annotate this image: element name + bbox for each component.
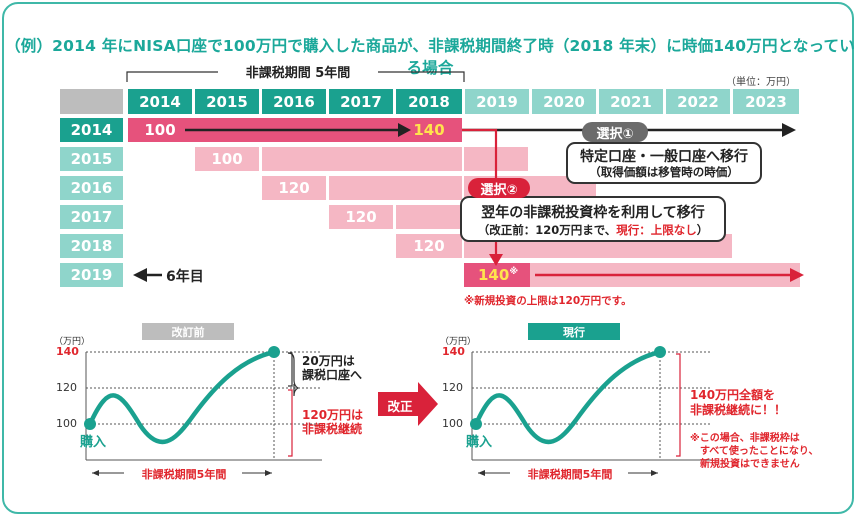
row-label-2018: 2018 xyxy=(60,234,123,258)
graph-after-note-sub-2: すべて使ったことになり、 xyxy=(700,446,819,457)
row-2015-value: 100 xyxy=(195,147,259,171)
row-2018-value: 120 xyxy=(396,234,462,258)
bar-2019-start xyxy=(464,263,530,287)
row-label-2017: 2017 xyxy=(60,205,123,229)
col-header-2014: 2014 xyxy=(128,89,192,114)
row-2019-value: 140 xyxy=(478,266,510,284)
graph-after-start-label: 購入 xyxy=(466,435,493,450)
row-label-2019: 2019 xyxy=(60,263,123,287)
graph-after-note-main-2: 非課税継続に！！ xyxy=(690,403,787,417)
row-label-2016: 2016 xyxy=(60,176,123,200)
col-header-2020: 2020 xyxy=(532,89,596,114)
graph-after-note-sub-1: ※この場合、非課税枠は xyxy=(690,433,800,444)
graph-before-note-lower: 120万円は 非課税継続 xyxy=(302,408,363,436)
table-note: ※新規投資の上限は120万円です。 xyxy=(464,295,632,307)
period-label: 非課税期間 5年間 xyxy=(218,62,378,81)
option2-line1: 翌年の非課税投資枠を利用して移行 xyxy=(481,205,705,221)
col-header-2021: 2021 xyxy=(599,89,663,114)
graph-after-unit: （万円） xyxy=(440,337,477,347)
row-2016-value: 120 xyxy=(262,176,326,200)
row-2019-mark: ※ xyxy=(509,267,519,277)
bar-2016 xyxy=(329,176,462,200)
revision-label: 改正 xyxy=(387,399,413,414)
option2-line2-suffix: ） xyxy=(696,223,709,237)
bar-2017 xyxy=(396,205,462,229)
col-header-2015: 2015 xyxy=(195,89,259,114)
option1-box xyxy=(566,142,762,184)
col-header-2018: 2018 xyxy=(396,89,462,114)
col-header-2016: 2016 xyxy=(262,89,326,114)
graph-after-header: 現行 xyxy=(528,323,620,340)
graph-after-tick-100: 100 xyxy=(442,417,463,430)
col-header-2023: 2023 xyxy=(733,89,799,114)
option2-line2-red: 現行：上限なし xyxy=(616,223,697,237)
row-2014-end-value: 140 xyxy=(413,121,445,139)
graph-after-tick-120: 120 xyxy=(442,381,463,394)
row-label-2014: 2014 xyxy=(60,118,123,142)
col-header-2019: 2019 xyxy=(465,89,529,114)
option2-line2: （改正前：120万円まで、現行：上限なし） xyxy=(460,222,726,238)
graph-before-tick-120: 120 xyxy=(56,381,77,394)
option2-box xyxy=(460,196,726,242)
graph-after-note-main: 140万円全額を 非課税継続に！！ xyxy=(690,388,786,418)
row-2019-value-wrap: 140※ xyxy=(478,266,518,284)
graph-before-tick-100: 100 xyxy=(56,417,77,430)
row-2014-value: 100 xyxy=(144,121,176,139)
graph-before-unit: （万円） xyxy=(54,337,91,347)
table-corner xyxy=(60,89,123,114)
col-header-2017: 2017 xyxy=(329,89,393,114)
row-2017-value: 120 xyxy=(329,205,393,229)
option1-tag: 選択① xyxy=(582,122,648,142)
graph-before-note-lower-1: 120万円は xyxy=(302,408,364,422)
graph-before-note-lower-2: 非課税継続 xyxy=(302,422,363,436)
graph-before-note-upper-1: 20万円は xyxy=(302,354,355,368)
graph-before-header: 改訂前 xyxy=(142,323,234,340)
graph-after-note-main-1: 140万円全額を xyxy=(690,388,776,402)
option2-line2-prefix: （改正前：120万円まで、 xyxy=(477,223,617,237)
graph-after-note-sub-3: 新規投資はできません xyxy=(700,459,800,470)
revision-arrow-icon xyxy=(378,382,438,426)
col-header-2022: 2022 xyxy=(666,89,730,114)
graph-after-period: 非課税期間5年間 xyxy=(527,468,613,481)
graph-before-note-upper: 20万円は 課税口座へ xyxy=(302,354,362,382)
graph-before-start-label: 購入 xyxy=(80,435,107,450)
bar-2015 xyxy=(262,147,462,171)
unit-label: （単位：万円） xyxy=(726,77,796,88)
outer-frame xyxy=(2,2,854,514)
graph-after-note-sub: ※この場合、非課税枠は すべて使ったことになり、 新規投資はできません xyxy=(690,432,819,471)
sixth-year-label: 6年目 xyxy=(166,269,204,285)
option2-tag: 選択② xyxy=(468,178,530,198)
option1-line2: （取得価額は移管時の時価） xyxy=(589,165,739,179)
option1-line1: 特定口座・一般口座へ移行 xyxy=(580,149,748,165)
graph-before-period: 非課税期間5年間 xyxy=(141,468,227,481)
row-label-2015: 2015 xyxy=(60,147,123,171)
graph-after-tick-140: 140 xyxy=(442,345,465,358)
graph-before-note-upper-2: 課税口座へ xyxy=(302,368,363,382)
graph-before-tick-140: 140 xyxy=(56,345,79,358)
